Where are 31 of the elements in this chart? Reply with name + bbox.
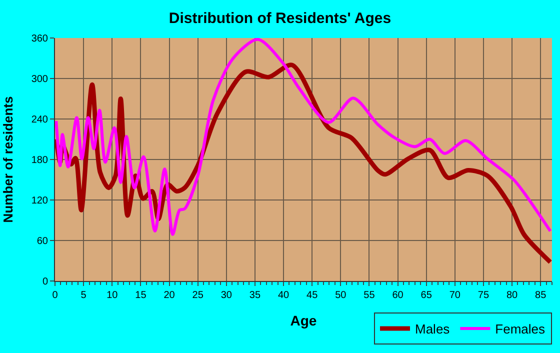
x-tick-label: 65 xyxy=(420,290,432,301)
x-tick-label: 55 xyxy=(364,290,376,301)
x-tick-label: 70 xyxy=(449,290,461,301)
y-tick-label: 120 xyxy=(31,196,48,206)
y-tick-label: 360 xyxy=(31,34,48,44)
x-tick-label: 85 xyxy=(535,290,547,301)
y-tick-label: 60 xyxy=(36,236,48,247)
x-tick-label: 45 xyxy=(306,290,318,301)
x-axis-title: Age xyxy=(290,312,317,328)
x-tick-label: 5 xyxy=(80,290,87,301)
x-tick-label: 25 xyxy=(192,290,204,301)
legend-label: Males xyxy=(415,322,450,337)
y-axis-title: Number of residents xyxy=(0,96,16,223)
x-tick-label: 0 xyxy=(52,290,58,301)
y-tick-label: 300 xyxy=(31,74,48,85)
x-tick-label: 60 xyxy=(392,290,404,301)
chart-title: Distribution of Residents' Ages xyxy=(168,10,392,27)
x-tick-label: 20 xyxy=(164,290,176,301)
line-series xyxy=(55,38,552,236)
x-tick-label: 10 xyxy=(106,290,118,301)
x-tick-label: 80 xyxy=(506,290,518,301)
legend-label: Females xyxy=(495,322,546,337)
y-tick-label: 240 xyxy=(31,114,48,126)
x-tick-label: 40 xyxy=(278,290,290,301)
y-tick-label: 180 xyxy=(31,155,48,166)
x-tick-label: 35 xyxy=(249,290,261,301)
y-tick-label: 0 xyxy=(42,276,48,288)
x-tick-label: 50 xyxy=(335,290,347,301)
x-tick-label: 15 xyxy=(135,290,147,301)
x-tick-label: 30 xyxy=(220,290,232,301)
x-tick-label: 75 xyxy=(478,290,490,301)
